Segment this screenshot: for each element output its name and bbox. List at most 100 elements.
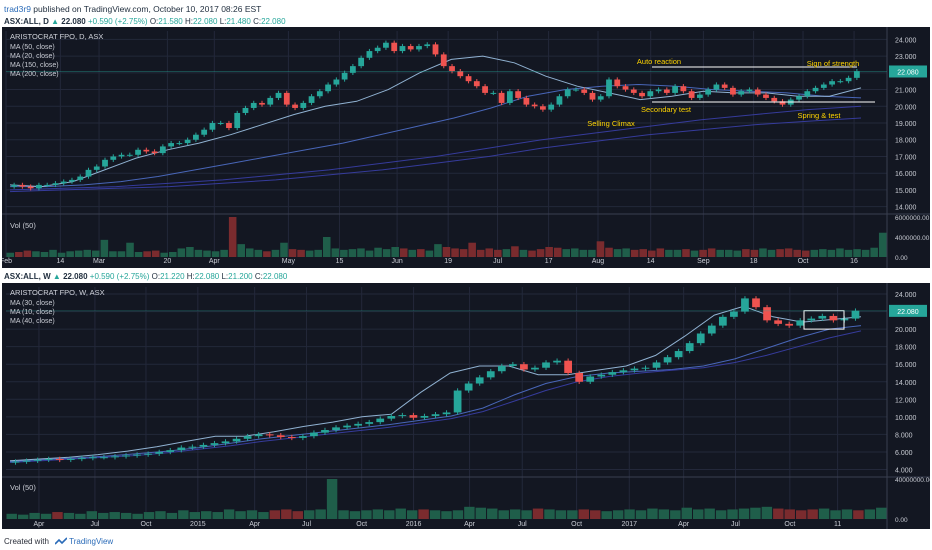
candle-body [796, 96, 802, 100]
candle-body [159, 146, 166, 154]
y-tick-label: 6.000 [895, 450, 913, 457]
candle-body [486, 371, 495, 378]
candle-body [663, 89, 670, 93]
candle-body [589, 92, 596, 100]
candle-body [473, 81, 480, 87]
candle-body [796, 320, 805, 326]
candle-body [387, 415, 396, 419]
ticker-change: +0.590 (+2.75%) [89, 272, 150, 281]
ticker-change: +0.590 (+2.75%) [87, 17, 148, 26]
x-tick-label: 14 [56, 258, 64, 265]
candle-body [126, 154, 133, 156]
volume-bar [166, 512, 178, 519]
candle-body [490, 92, 497, 94]
volume-bar [382, 249, 391, 257]
volume-bar [707, 248, 716, 257]
candle-body [548, 104, 555, 110]
volume-bar [727, 509, 738, 519]
weekly-chart-panel[interactable]: 24.00022.00020.00018.00016.00014.00012.0… [2, 283, 932, 529]
volume-bar [494, 249, 502, 257]
candle-body [641, 367, 650, 369]
candle-body [453, 390, 462, 413]
candle-body [652, 362, 661, 368]
candle-body [349, 66, 356, 73]
candle-body [44, 458, 53, 460]
volume-bar [612, 510, 624, 519]
candle-body [688, 91, 695, 98]
daily-chart-panel[interactable]: 24.00023.00022.00021.00020.00019.00018.0… [0, 27, 930, 268]
volume-bar [281, 509, 292, 519]
ticker-line-daily: ASX:ALL, D ▲ 22.080 +0.590 (+2.75%) O:21… [4, 17, 286, 26]
weekly-chart[interactable]: 24.00022.00020.00018.00016.00014.00012.0… [2, 283, 932, 529]
candle-body [60, 181, 67, 184]
volume-bar [109, 251, 117, 257]
ohlc-open-label: O: [149, 17, 159, 26]
candle-body [639, 92, 645, 97]
volume-bar [52, 512, 63, 519]
ohlc-open: 21.580 [158, 17, 183, 26]
candle-body [508, 364, 517, 366]
candle-body [564, 89, 571, 97]
volume-bar [459, 249, 468, 257]
volume-bar [92, 250, 100, 257]
annotation-label: Sign of strength [807, 59, 860, 68]
x-tick-label: 20 [163, 258, 171, 265]
volume-bar [429, 510, 441, 519]
candle-body [475, 377, 484, 384]
candle-body [647, 91, 654, 97]
volume-bar [876, 507, 887, 519]
candle-body [144, 453, 153, 455]
legend-entry: MA (200, close) [10, 71, 59, 78]
volume-bar [682, 249, 690, 257]
volume-bar [391, 247, 399, 257]
candle-body [672, 86, 678, 93]
x-tick-label: Jul [731, 521, 740, 528]
volume-bar [571, 248, 579, 257]
candle-body [674, 351, 683, 358]
volume-bar [692, 509, 704, 519]
daily-chart[interactable]: 24.00023.00022.00021.00020.00019.00018.0… [0, 27, 930, 268]
volume-bar [759, 248, 767, 257]
volume-label: Vol (50) [10, 221, 36, 230]
volume-bar [120, 512, 132, 519]
volume-bar [742, 249, 750, 257]
candle-body [177, 447, 186, 451]
legend-entry: MA (40, close) [10, 318, 55, 325]
candle-body [630, 368, 639, 371]
ticker-symbol[interactable]: ASX:ALL, D [4, 17, 49, 26]
last-price-tag-label: 22.080 [897, 69, 919, 76]
volume-bar [66, 251, 74, 257]
y-tick-label: 20.000 [895, 327, 917, 334]
candle-body [586, 376, 595, 382]
volume-bar [670, 510, 681, 519]
candle-body [399, 46, 406, 52]
candle-body [663, 357, 672, 363]
candle-body [754, 89, 761, 95]
author-link[interactable]: trad3r9 [4, 4, 31, 14]
volume-tick-label: 0.00 [895, 517, 908, 524]
chart-background [2, 283, 930, 529]
volume-bar [468, 242, 476, 257]
x-tick-label: 19 [444, 258, 452, 265]
ohlc-close: 22.080 [262, 272, 288, 281]
volume-bar [704, 508, 715, 519]
y-tick-label: 23.000 [895, 54, 917, 61]
volume-bar [178, 510, 189, 519]
volume-bar [498, 510, 509, 519]
candle-body [774, 320, 782, 324]
candle-body [232, 438, 241, 442]
moving-average-line [9, 55, 862, 188]
volume-bar [349, 511, 361, 519]
volume-bar [613, 249, 622, 257]
candle-body [630, 89, 637, 93]
volume-bar [476, 249, 485, 257]
ticker-symbol[interactable]: ASX:ALL, W [4, 272, 51, 281]
candle-body [721, 84, 728, 88]
volume-bar [624, 509, 635, 519]
tradingview-link[interactable]: TradingView [69, 537, 114, 546]
x-tick-label: Apr [464, 521, 476, 528]
x-tick-label: Oct [571, 521, 582, 528]
candle-body [746, 89, 753, 92]
volume-bar [738, 508, 750, 519]
volume-bar [716, 249, 724, 257]
